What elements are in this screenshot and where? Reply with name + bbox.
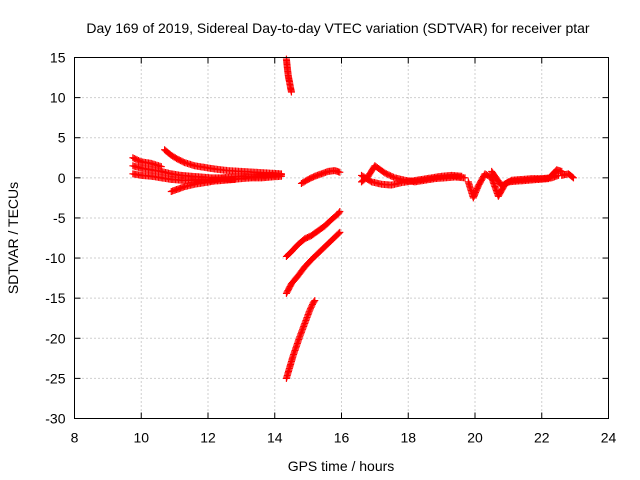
- data-point: [568, 173, 576, 181]
- y-tick-label: 10: [50, 90, 66, 106]
- grid: [74, 57, 609, 419]
- x-tick-label: 20: [467, 430, 483, 446]
- y-tick-label: 15: [50, 50, 66, 66]
- data-point: [569, 174, 577, 182]
- x-tick-label: 12: [200, 430, 216, 446]
- y-tick-label: -5: [53, 210, 66, 226]
- data-point: [335, 229, 343, 237]
- plot-frame: [74, 57, 609, 419]
- data-point: [277, 170, 285, 178]
- data-point: [231, 175, 239, 183]
- x-tick-label: 16: [334, 430, 350, 446]
- x-tick-label: 18: [400, 430, 416, 446]
- x-axis-label: GPS time / hours: [288, 458, 395, 474]
- data-point: [336, 168, 344, 176]
- data-point: [334, 230, 342, 238]
- data-point: [335, 209, 343, 217]
- data-point: [311, 297, 319, 305]
- y-tick-label: 0: [58, 170, 66, 186]
- data-point: [461, 174, 469, 182]
- y-tick-labels: -30 -25 -20 -15 -10 -5 0 5 10 15: [45, 50, 65, 427]
- x-tick-label: 22: [534, 430, 550, 446]
- data-points: [129, 55, 577, 382]
- x-tick-label: 24: [601, 430, 617, 446]
- data-point: [336, 208, 344, 216]
- chart-title: Day 169 of 2019, Sidereal Day-to-day VTE…: [86, 20, 590, 36]
- y-tick-label: -25: [45, 370, 65, 386]
- y-tick-label: -10: [45, 250, 65, 266]
- data-point: [157, 163, 165, 171]
- x-tick-label: 10: [133, 430, 149, 446]
- y-axis-label: SDTVAR / TECUs: [5, 182, 21, 294]
- x-tick-labels: 8 10 12 14 16 18 20 22 24: [71, 430, 617, 446]
- y-tick-label: -15: [45, 290, 65, 306]
- x-tick-label: 14: [267, 430, 283, 446]
- data-point: [458, 172, 466, 180]
- x-tick-label: 8: [71, 430, 79, 446]
- y-tick-label: 5: [58, 130, 66, 146]
- data-point: [336, 228, 344, 236]
- y-tick-label: -20: [45, 330, 65, 346]
- y-tick-label: -30: [45, 411, 65, 427]
- data-point: [287, 88, 295, 96]
- data-point: [310, 298, 318, 306]
